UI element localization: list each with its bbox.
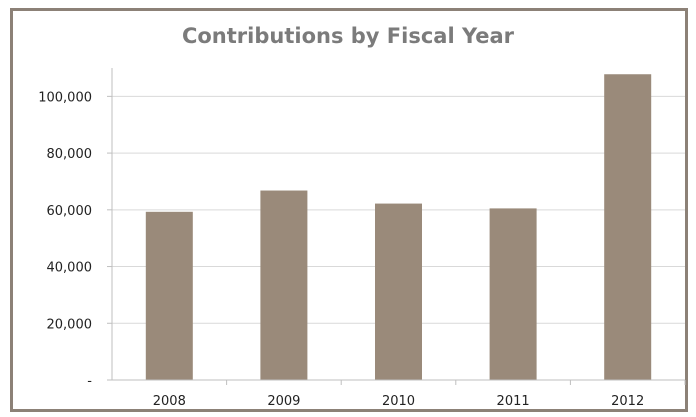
y-tick-label: 60,000 [47, 204, 93, 219]
bars [146, 74, 651, 380]
x-tick-label: 2010 [382, 394, 415, 409]
x-tick-label: 2011 [497, 394, 530, 409]
x-tick-label: 2008 [153, 394, 186, 409]
x-tick-label: 2009 [267, 394, 300, 409]
bar-2010 [375, 204, 422, 380]
y-tick-label: 20,000 [47, 317, 93, 332]
y-tick-label: 80,000 [47, 147, 93, 162]
y-tick-label: 40,000 [47, 261, 93, 276]
x-tick-label: 2012 [611, 394, 644, 409]
bar-2008 [146, 212, 193, 380]
bar-2011 [490, 208, 537, 380]
y-tick-label: 100,000 [38, 90, 92, 105]
y-tick-label: - [87, 374, 92, 389]
bar-2009 [260, 191, 307, 380]
tick-labels: - 20,000 40,000 60,000 80,000 100,000 2008 2009… [38, 90, 644, 409]
bar-2012 [604, 74, 651, 380]
